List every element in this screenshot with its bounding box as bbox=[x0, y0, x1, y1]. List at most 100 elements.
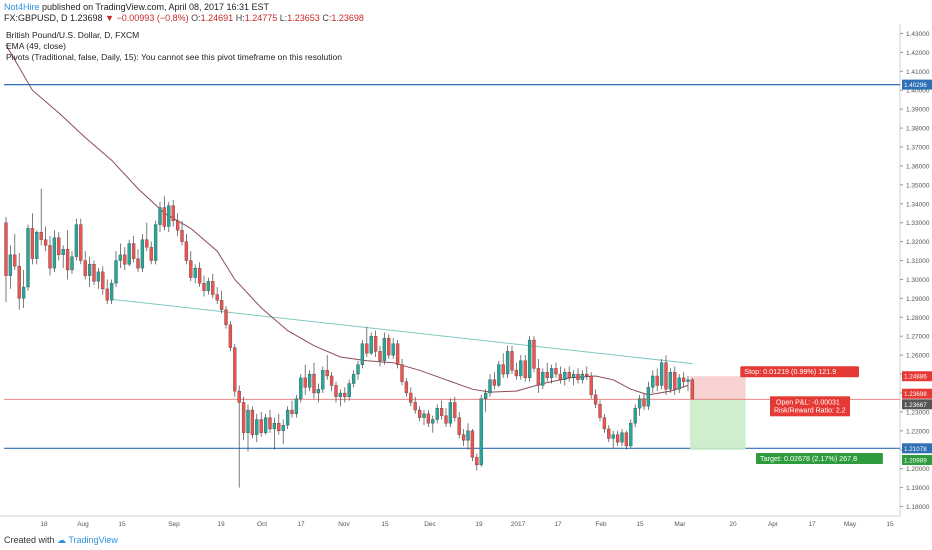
candle-body bbox=[145, 239, 149, 248]
candle-body bbox=[620, 432, 624, 443]
legend-pivots[interactable]: Pivots (Traditional, false, Daily, 15): … bbox=[6, 52, 342, 62]
candle-body bbox=[351, 373, 356, 384]
candle-body bbox=[426, 413, 431, 424]
candle-body bbox=[70, 256, 74, 271]
candle-body bbox=[61, 249, 65, 256]
target-label-bg bbox=[756, 452, 883, 464]
legend-symbol[interactable]: British Pound/U.S. Dollar, D, FXCM bbox=[6, 30, 140, 40]
x-tick-label: Oct bbox=[257, 521, 267, 528]
candle-body bbox=[681, 377, 686, 382]
candle-body bbox=[527, 339, 532, 379]
candle-body bbox=[294, 398, 299, 414]
candle-body bbox=[558, 373, 563, 380]
price-tag-label: 1.21078 bbox=[904, 446, 927, 453]
x-tick-label: 19 bbox=[217, 521, 225, 528]
x-tick-label: Sep bbox=[168, 521, 180, 528]
y-tick-label: 1.39000 bbox=[906, 107, 930, 114]
candle-body bbox=[246, 409, 250, 433]
candle-body bbox=[206, 281, 211, 291]
open-value: 1.24691 bbox=[200, 13, 234, 23]
target-label: Target: 0.02678 (2.17%) 267.8 bbox=[760, 454, 857, 463]
ema-line bbox=[5, 44, 689, 396]
candle-body bbox=[105, 288, 109, 301]
stop-label: Stop: 0.01219 (0.99%) 121.9 bbox=[744, 367, 836, 376]
candle-body bbox=[580, 373, 585, 380]
candle-body bbox=[224, 309, 228, 326]
price-tag bbox=[902, 399, 932, 410]
candle-body bbox=[651, 375, 655, 388]
candle-body bbox=[118, 254, 123, 261]
y-tick-label: 1.43000 bbox=[906, 31, 930, 38]
candle-body bbox=[281, 425, 285, 431]
tradingview-link[interactable]: TradingView bbox=[68, 535, 118, 545]
candle-body bbox=[360, 343, 365, 365]
candle-body bbox=[285, 409, 290, 426]
candle-body bbox=[101, 271, 105, 290]
published-text: published on TradingView.com, April 08, … bbox=[42, 2, 270, 12]
author-link[interactable]: Not4Hire bbox=[4, 2, 40, 12]
candle-body bbox=[250, 409, 255, 435]
candle-body bbox=[673, 372, 677, 390]
y-tick-label: 1.34000 bbox=[906, 201, 930, 208]
candle-body bbox=[505, 351, 510, 375]
stop-label-bg bbox=[740, 366, 859, 378]
target-zone[interactable] bbox=[690, 399, 746, 450]
y-tick-label: 1.41000 bbox=[906, 69, 930, 76]
candle-body bbox=[642, 398, 646, 407]
y-tick-label: 1.32000 bbox=[906, 239, 930, 246]
candle-body bbox=[193, 267, 197, 278]
candle-body bbox=[624, 432, 629, 447]
low-label: L: bbox=[279, 13, 288, 23]
candle-body bbox=[17, 266, 21, 299]
x-tick-label: 15 bbox=[118, 521, 126, 528]
candle-body bbox=[479, 398, 483, 466]
candle-body bbox=[488, 379, 492, 394]
x-tick-label: 18 bbox=[40, 521, 48, 528]
x-tick-label: 2017 bbox=[511, 521, 526, 528]
candle-body bbox=[268, 417, 272, 430]
candle-body bbox=[439, 407, 444, 416]
y-tick-label: 1.22000 bbox=[906, 428, 930, 435]
low-value: 1.23653 bbox=[287, 13, 320, 23]
y-tick-label: 1.37000 bbox=[906, 145, 930, 152]
candle-body bbox=[585, 373, 589, 377]
price-tag-label: 1.40296 bbox=[904, 82, 927, 89]
y-tick-label: 1.27000 bbox=[906, 334, 930, 341]
candle-body bbox=[637, 398, 642, 409]
candle-body bbox=[109, 283, 114, 301]
stop-zone[interactable] bbox=[690, 376, 746, 400]
y-tick-label: 1.31000 bbox=[906, 258, 930, 265]
candle-body bbox=[39, 232, 43, 240]
pnl-text: Open P&L: -0.00031 bbox=[776, 399, 840, 406]
trendline[interactable] bbox=[111, 298, 693, 365]
candle-body bbox=[13, 254, 17, 267]
candle-body bbox=[404, 381, 409, 394]
candle-body bbox=[26, 228, 30, 288]
candle-body bbox=[519, 360, 523, 377]
y-tick-label: 1.23000 bbox=[906, 409, 930, 416]
chart-header: Not4Hire published on TradingView.com, A… bbox=[0, 0, 932, 24]
y-tick-label: 1.18000 bbox=[906, 504, 930, 511]
y-tick-label: 1.42000 bbox=[906, 50, 930, 57]
candle-body bbox=[74, 224, 79, 257]
candle-body bbox=[365, 343, 369, 354]
high-label: H: bbox=[235, 13, 245, 23]
high-value: 1.24775 bbox=[244, 13, 278, 23]
candle-body bbox=[21, 286, 26, 299]
y-tick-label: 1.29000 bbox=[906, 296, 930, 303]
candle-body bbox=[8, 254, 13, 276]
candle-body bbox=[79, 224, 83, 261]
candle-body bbox=[211, 281, 215, 295]
candle-body bbox=[686, 379, 690, 382]
candle-body bbox=[532, 339, 536, 369]
x-tick-label: Mar bbox=[674, 521, 686, 528]
candle-body bbox=[633, 407, 637, 424]
price-tag bbox=[902, 388, 932, 399]
candle-body bbox=[668, 372, 673, 390]
candle-body bbox=[241, 402, 246, 433]
candle-body bbox=[497, 364, 501, 386]
legend-ema[interactable]: EMA (49, close) bbox=[6, 41, 66, 51]
candle-body bbox=[259, 419, 263, 433]
